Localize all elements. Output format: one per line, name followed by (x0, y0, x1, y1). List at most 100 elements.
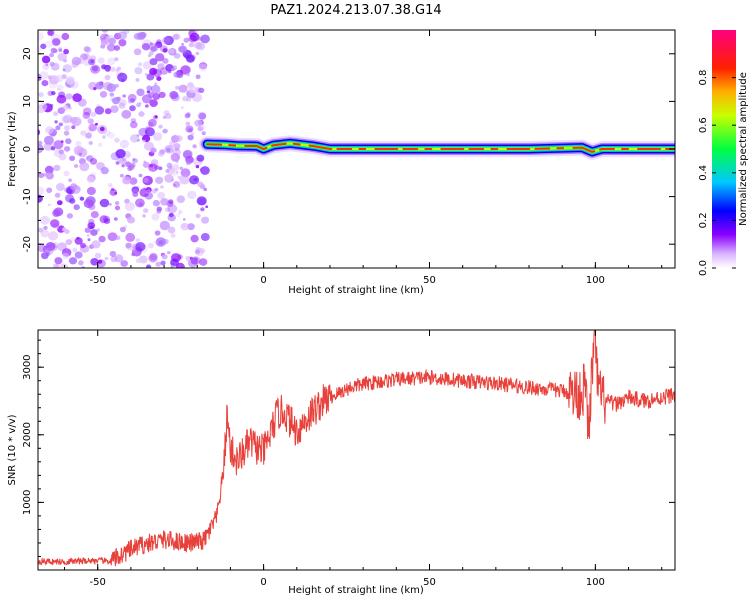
colorbar-ticks: 0.0 0.2 0.4 0.6 0.8 (698, 70, 736, 276)
noise-speckle (129, 105, 136, 112)
noise-speckle (100, 39, 108, 46)
noise-speckle (41, 252, 49, 260)
noise-speckle (155, 176, 164, 184)
noise-speckle (172, 181, 181, 188)
spectrogram-y-label: Frequency (Hz) (7, 111, 18, 187)
noise-speckle (169, 91, 179, 99)
noise-speckle (63, 48, 69, 55)
noise-speckle (160, 260, 166, 266)
noise-speckle (146, 90, 151, 94)
noise-speckle (168, 212, 174, 218)
noise-speckle (145, 189, 151, 195)
noise-speckle (38, 32, 44, 41)
noise-speckle (144, 73, 148, 76)
noise-speckle (97, 259, 103, 264)
noise-speckle (152, 93, 160, 100)
noise-speckle (104, 74, 111, 81)
x-tick-label: -50 (90, 275, 106, 286)
noise-speckle (162, 48, 168, 53)
noise-speckle (142, 214, 146, 218)
noise-speckle (63, 59, 67, 63)
noise-speckle (160, 198, 169, 206)
noise-speckle (144, 127, 155, 137)
noise-speckle (162, 128, 168, 134)
noise-speckle (195, 51, 200, 56)
noise-speckle (72, 93, 82, 102)
noise-speckle (146, 85, 153, 91)
noise-speckle (199, 248, 206, 254)
y-tick-label: 20 (22, 47, 33, 60)
noise-speckle (38, 47, 42, 53)
noise-speckle (65, 138, 72, 145)
noise-speckle (56, 183, 65, 191)
noise-speckle (85, 132, 92, 139)
noise-speckle (116, 66, 122, 71)
noise-speckle (118, 39, 127, 47)
noise-speckle (150, 84, 161, 94)
colorbar-tick-label: 0.6 (698, 117, 709, 133)
noise-speckle (99, 215, 109, 224)
noise-speckle (72, 247, 78, 253)
noise-speckle (106, 43, 116, 52)
noise-speckle (200, 207, 205, 212)
noise-speckle (95, 81, 104, 90)
noise-speckle (73, 204, 80, 211)
noise-speckle (162, 58, 169, 64)
noise-speckle (141, 43, 151, 51)
noise-speckle (99, 198, 110, 208)
x-tick-label: 0 (260, 275, 266, 286)
noise-speckle (57, 52, 67, 62)
noise-speckle (196, 154, 205, 162)
noise-speckle (125, 232, 136, 242)
noise-speckle (181, 42, 185, 46)
noise-speckle (109, 92, 115, 97)
noise-speckle (194, 119, 203, 127)
noise-speckle (43, 225, 48, 230)
noise-speckle (149, 43, 159, 52)
noise-speckle (154, 82, 158, 86)
noise-speckle (167, 213, 176, 222)
noise-speckle (53, 207, 64, 217)
noise-speckle (61, 32, 70, 41)
noise-speckle (178, 84, 188, 93)
noise-speckle (129, 98, 135, 103)
noise-speckle (185, 255, 191, 261)
noise-speckle (175, 135, 183, 142)
noise-speckle (58, 122, 63, 127)
noise-speckle (93, 87, 97, 91)
noise-speckle (176, 195, 185, 203)
noise-speckle (147, 242, 154, 249)
noise-speckle (105, 66, 111, 72)
noise-speckle (154, 230, 161, 236)
noise-speckle (40, 43, 47, 50)
noise-speckle (156, 76, 162, 81)
noise-speckle (131, 186, 140, 194)
noise-speckle (198, 87, 205, 94)
x-tick-label: -50 (90, 577, 106, 588)
snr-x-label: Height of straight line (km) (288, 585, 424, 596)
noise-speckle (161, 254, 168, 260)
noise-speckle (173, 52, 181, 59)
noise-speckle (142, 175, 153, 186)
noise-speckle (104, 256, 109, 261)
noise-speckle (173, 183, 177, 187)
noise-speckle (109, 250, 117, 257)
spectrogram-x-label: Height of straight line (km) (288, 285, 424, 296)
noise-speckle (148, 163, 158, 172)
noise-speckle (168, 48, 175, 54)
noise-speckle (205, 205, 209, 208)
noise-speckle (134, 67, 143, 75)
noise-speckle (183, 37, 190, 43)
noise-speckle (138, 111, 145, 117)
noise-speckle (80, 130, 87, 136)
noise-speckle (157, 191, 166, 199)
noise-speckle (102, 135, 106, 139)
noise-speckle (147, 54, 152, 58)
noise-speckle (89, 158, 98, 165)
y-tick-label: 3000 (22, 354, 33, 379)
noise-speckle (38, 71, 39, 74)
noise-speckle (186, 97, 192, 102)
noise-speckle (114, 57, 119, 62)
noise-speckle (54, 120, 58, 124)
noise-speckle (61, 248, 72, 257)
